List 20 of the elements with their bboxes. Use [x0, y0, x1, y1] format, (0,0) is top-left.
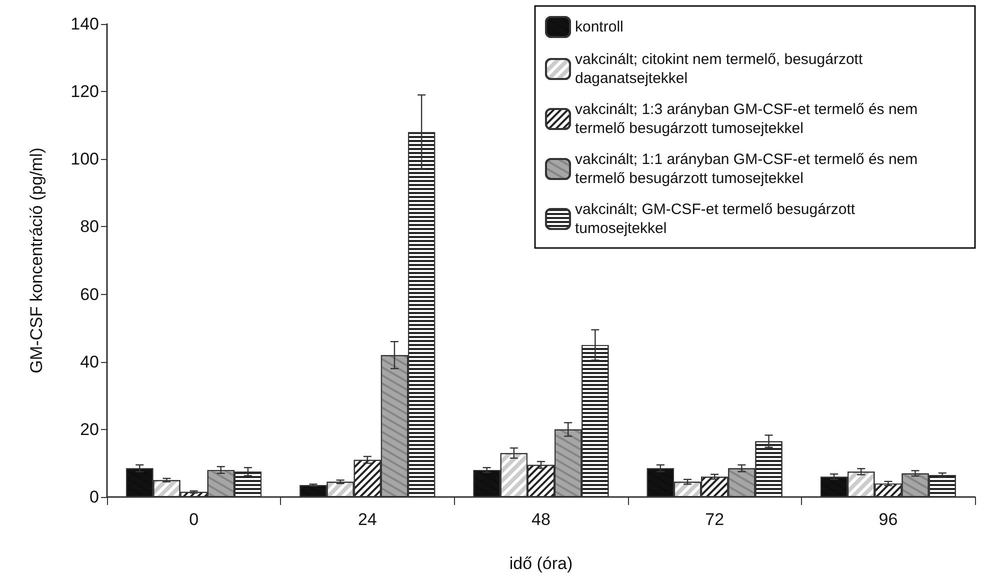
x-tick-label: 96 — [878, 510, 898, 529]
y-tick-label: 0 — [90, 488, 99, 506]
x-tick-label: 48 — [532, 510, 550, 529]
legend-label: kontroll — [575, 18, 624, 36]
x-tick-label: 0 — [189, 510, 199, 529]
x-tick-label: 24 — [358, 510, 377, 529]
y-tick-label: 120 — [70, 82, 99, 102]
y-tick-label: 140 — [70, 14, 99, 34]
legend-label: vakcinált; citokint nem termelő, besugárzott daganatsejtekkel — [575, 51, 867, 87]
x-tick-label: 72 — [705, 510, 724, 529]
y-tick-label: 20 — [80, 420, 99, 439]
legend-label: vakcinált; 1:3 arányban GM-CSF-et termelő és nem termelő besugárzott tumosejtekkel — [575, 101, 922, 137]
y-axis-title: GM-CSF koncentráció (pg/ml) — [27, 148, 46, 374]
x-axis-title: idő (óra) — [509, 554, 573, 573]
y-tick-label: 60 — [80, 284, 99, 304]
y-tick-label: 100 — [70, 150, 99, 169]
y-tick-label: 40 — [80, 352, 99, 372]
y-tick-label: 80 — [80, 217, 99, 236]
legend-label: vakcinált; 1:1 arányban GM-CSF-et termelő és nem termelő besugárzott tumosejtekkel — [575, 151, 922, 187]
legend-label: vakcinált; GM-CSF-et termelő besugárzott tumosejtekkel — [575, 201, 860, 237]
